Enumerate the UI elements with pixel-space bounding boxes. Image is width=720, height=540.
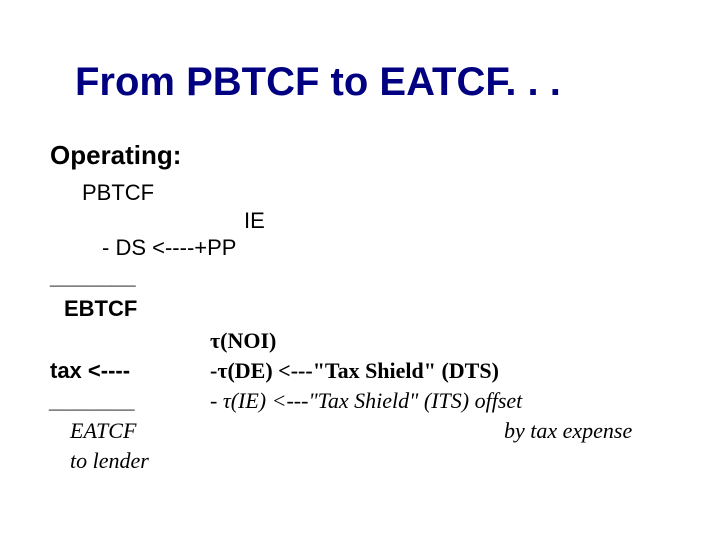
line-taxrow: tax <----: [50, 358, 130, 384]
slide-title: From PBTCF to EATCF. . .: [75, 60, 561, 105]
line-ds: - DS <----+PP: [102, 235, 236, 261]
line-pbtcf: PBTCF: [82, 180, 154, 206]
line-noi: τ(NOI): [210, 328, 276, 354]
line-ie2: - τ(IE) <---"Tax Shield" (ITS) offset: [210, 388, 522, 414]
rule-1: _______: [50, 264, 136, 290]
slide: From PBTCF to EATCF. . . Operating: PBTC…: [0, 0, 720, 540]
rule-2: _______: [50, 388, 136, 414]
line-ebtcf: EBTCF: [64, 296, 137, 322]
line-by: by tax expense: [504, 418, 632, 444]
line-de: -τ(DE) <---"Tax Shield" (DTS): [210, 358, 499, 384]
line-eatcf: EATCF: [70, 418, 136, 444]
subtitle: Operating:: [50, 140, 181, 171]
line-ie: IE: [244, 208, 265, 234]
line-tolender: to lender: [70, 448, 149, 474]
